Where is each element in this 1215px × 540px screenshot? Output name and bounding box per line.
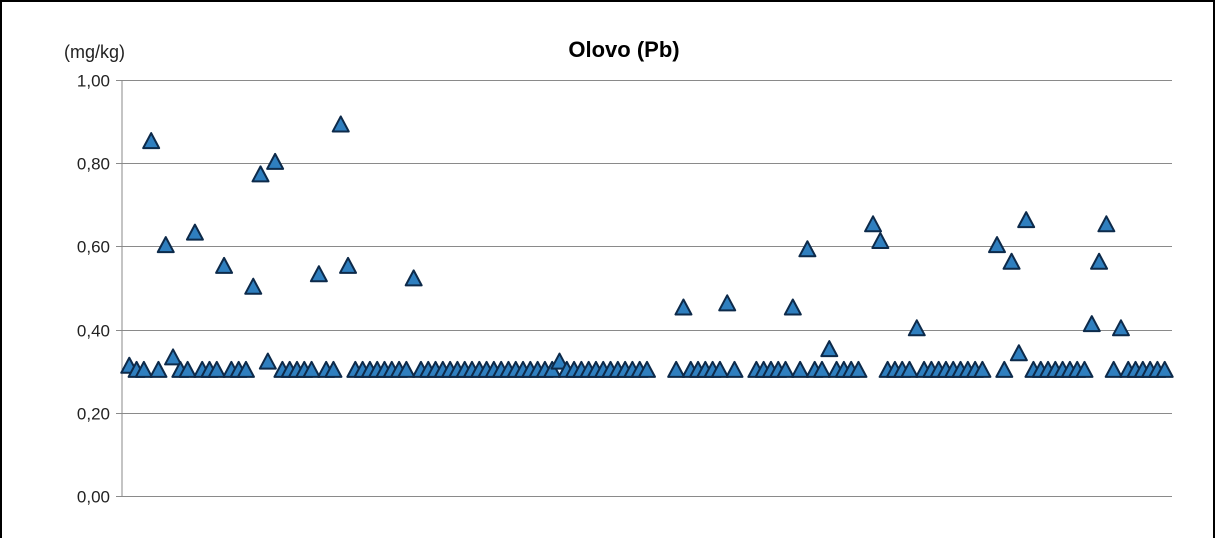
- data-point: [988, 236, 1006, 254]
- data-point: [1090, 252, 1109, 270]
- data-point: [710, 360, 729, 378]
- data-point: [820, 340, 839, 358]
- y-axis-unit-label: (mg/kg): [64, 42, 125, 62]
- data-point: [791, 360, 810, 378]
- data-point: [849, 360, 868, 378]
- data-point: [1075, 360, 1094, 378]
- data-point: [244, 277, 263, 295]
- data-point: [207, 360, 226, 378]
- data-point: [900, 360, 919, 378]
- data-point: [864, 215, 883, 233]
- data-point: [149, 360, 168, 378]
- y-tick-labels: 0,00 0,20 0,40 0,60 0,80 1,00: [77, 72, 110, 507]
- data-point: [776, 360, 795, 378]
- data-point: [798, 240, 817, 258]
- data-point: [251, 165, 270, 183]
- data-point: [1097, 215, 1116, 233]
- data-point: [813, 360, 831, 378]
- data-point: [156, 236, 175, 254]
- data-point: [667, 360, 686, 378]
- data-point: [404, 269, 423, 287]
- data-point: [1111, 319, 1130, 337]
- data-point: [1104, 360, 1123, 378]
- data-point: [258, 352, 277, 370]
- y-tick-label: 1,00: [77, 72, 110, 91]
- data-point: [236, 360, 255, 378]
- data-point: [1017, 211, 1036, 229]
- y-tick-label: 0,20: [77, 405, 110, 424]
- data-point: [1009, 344, 1028, 362]
- data-point: [339, 256, 358, 274]
- data-point: [725, 360, 744, 378]
- chart-title: Olovo (Pb): [568, 37, 679, 62]
- data-point: [185, 223, 204, 241]
- data-point: [783, 298, 802, 316]
- y-tick-label: 0,00: [77, 488, 110, 507]
- data-point: [674, 298, 693, 316]
- data-point: [1155, 360, 1174, 378]
- data-point: [718, 294, 737, 312]
- data-point: [302, 360, 321, 378]
- data-point: [1002, 252, 1021, 270]
- data-points: [120, 115, 1174, 378]
- data-point: [871, 231, 890, 249]
- data-point: [907, 319, 926, 337]
- data-point: [142, 132, 161, 150]
- data-point: [324, 360, 343, 378]
- data-point: [397, 360, 416, 378]
- data-point: [973, 360, 992, 378]
- data-point: [178, 360, 197, 378]
- data-point: [1082, 315, 1101, 333]
- y-tick-label: 0,80: [77, 155, 110, 174]
- data-point: [134, 360, 153, 378]
- y-tick-label: 0,60: [77, 238, 110, 257]
- data-point: [550, 352, 569, 370]
- data-point: [331, 115, 350, 133]
- data-point: [995, 360, 1014, 378]
- gridlines: [116, 80, 1172, 497]
- data-point: [164, 348, 183, 366]
- data-point: [266, 152, 285, 170]
- data-point: [215, 256, 234, 274]
- y-tick-label: 0,40: [77, 322, 110, 341]
- data-point: [309, 265, 328, 283]
- data-point: [638, 360, 656, 378]
